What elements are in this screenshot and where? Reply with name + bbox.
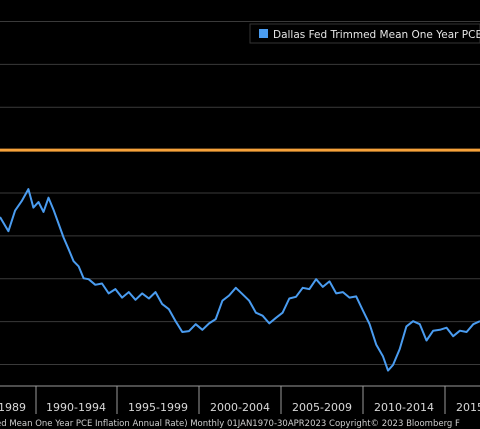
x-tick-label: 1995-1999 xyxy=(128,401,188,414)
x-tick-label: 2000-2004 xyxy=(210,401,270,414)
legend-box xyxy=(249,23,480,44)
x-tick-label: 1990-1994 xyxy=(46,401,106,414)
legend-swatch xyxy=(259,29,268,38)
footer-source-text: ed Mean One Year PCE Inflation Annual Ra… xyxy=(0,419,460,429)
series-line-trimmed-mean-pce xyxy=(0,188,480,372)
x-tick-label: 1989 xyxy=(0,401,26,414)
x-tick-label: 2010-2014 xyxy=(374,401,434,414)
x-axis-ticks: 1989 1990-1994 1995-1999 2000-2004 2005-2009… xyxy=(0,386,480,414)
x-tick-label: 2005-2009 xyxy=(292,401,352,414)
x-tick-label: 2015 xyxy=(456,401,480,414)
footer-band xyxy=(0,417,480,429)
legend-entry-label: Dallas Fed Trimmed Mean One Year PCE xyxy=(273,29,480,41)
legend: Dallas Fed Trimmed Mean One Year PCE xyxy=(249,23,480,44)
